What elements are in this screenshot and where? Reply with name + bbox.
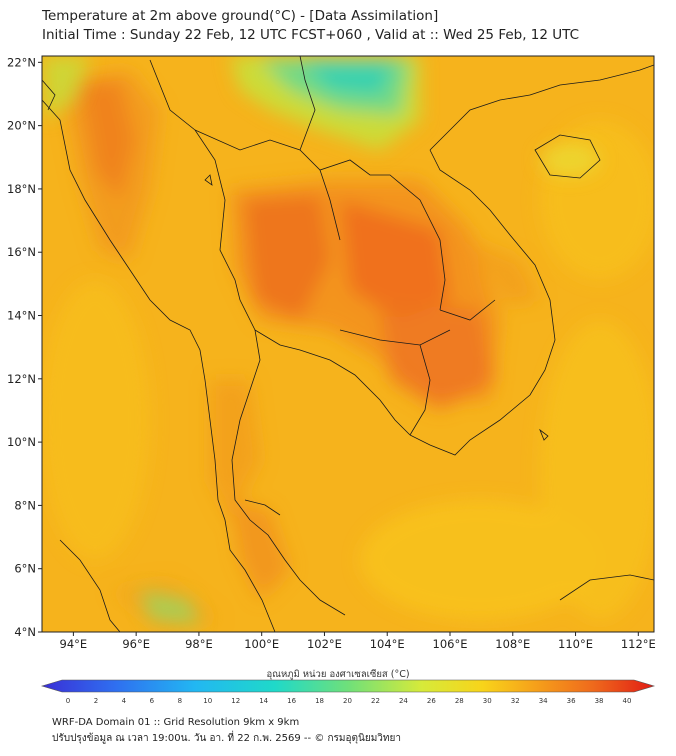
lon-tick-label: 106°E	[433, 637, 468, 651]
lat-tick-label: 14°N	[7, 309, 36, 323]
lat-tick-label: 18°N	[7, 182, 36, 196]
colorbar-tick-label: 16	[287, 697, 296, 705]
map-title: Temperature at 2m above ground(°C) - [Da…	[42, 8, 439, 24]
colorbar-tick-label: 26	[427, 697, 436, 705]
lon-tick-label: 112°E	[621, 637, 656, 651]
lon-tick-label: 94°E	[60, 637, 88, 651]
colorbar-tick-label: 2	[94, 697, 98, 705]
colorbar-tick-label: 6	[150, 697, 155, 705]
temperature-field	[42, 56, 654, 632]
lon-tick-label: 96°E	[122, 637, 150, 651]
colorbar-tick-label: 30	[483, 697, 492, 705]
lat-tick-label: 8°N	[14, 498, 36, 512]
colorbar-scale	[40, 679, 656, 693]
colorbar-tick-label: 28	[455, 697, 464, 705]
colorbar-tick-label: 12	[231, 697, 240, 705]
lon-tick-label: 104°E	[370, 637, 405, 651]
colorbar-tick-label: 20	[343, 697, 352, 705]
longitude-axis: 94°E 96°E 98°E 100°E 102°E 104°E 106°E 108°E 110…	[60, 632, 656, 651]
footer-model-info: WRF-DA Domain 01 :: Grid Resolution 9km …	[52, 717, 300, 728]
colorbar-tick-label: 24	[399, 697, 408, 705]
lat-tick-label: 10°N	[7, 435, 36, 449]
lon-tick-label: 110°E	[558, 637, 593, 651]
latitude-axis: 22°N 20°N 18°N 16°N 14°N 12°N 10°N 8°N 6°N 4°N	[7, 55, 42, 639]
colorbar-tick-label: 32	[511, 697, 520, 705]
colorbar: 0 2 4 6 8 10 12 14 16 18 20 22 24 26 28 30 32 34 36 38 40	[40, 679, 656, 705]
colorbar-tick-label: 34	[539, 697, 548, 705]
colorbar-title: อุณหภูมิ หน่วย องศาเซลเซียส (°C)	[266, 669, 410, 680]
lat-tick-label: 16°N	[7, 245, 36, 259]
lon-tick-label: 108°E	[495, 637, 530, 651]
country-borders	[42, 56, 654, 632]
footer-update-info: ปรับปรุงข้อมูล ณ เวลา 19:00น. วัน อา. ที…	[52, 733, 401, 744]
colorbar-tick-label: 18	[315, 697, 324, 705]
lon-tick-label: 100°E	[244, 637, 279, 651]
colorbar-tick-label: 10	[203, 697, 212, 705]
colorbar-tick-label: 4	[122, 697, 127, 705]
map-frame	[41, 55, 655, 633]
colorbar-tick-label: 8	[178, 697, 182, 705]
colorbar-tick-label: 0	[66, 697, 70, 705]
colorbar-tick-label: 22	[371, 697, 380, 705]
lat-tick-label: 12°N	[7, 372, 36, 386]
colorbar-tick-label: 38	[595, 697, 604, 705]
lat-tick-label: 20°N	[7, 119, 36, 133]
colorbar-tick-label: 40	[623, 697, 632, 705]
lat-tick-label: 22°N	[7, 55, 36, 69]
lat-tick-label: 6°N	[14, 562, 36, 576]
lon-tick-label: 98°E	[185, 637, 213, 651]
map-subtitle: Initial Time : Sunday 22 Feb, 12 UTC FCS…	[42, 27, 580, 43]
colorbar-tick-label: 14	[259, 697, 268, 705]
colorbar-tick-label: 36	[567, 697, 576, 705]
lat-tick-label: 4°N	[14, 625, 36, 639]
lon-tick-label: 102°E	[307, 637, 342, 651]
